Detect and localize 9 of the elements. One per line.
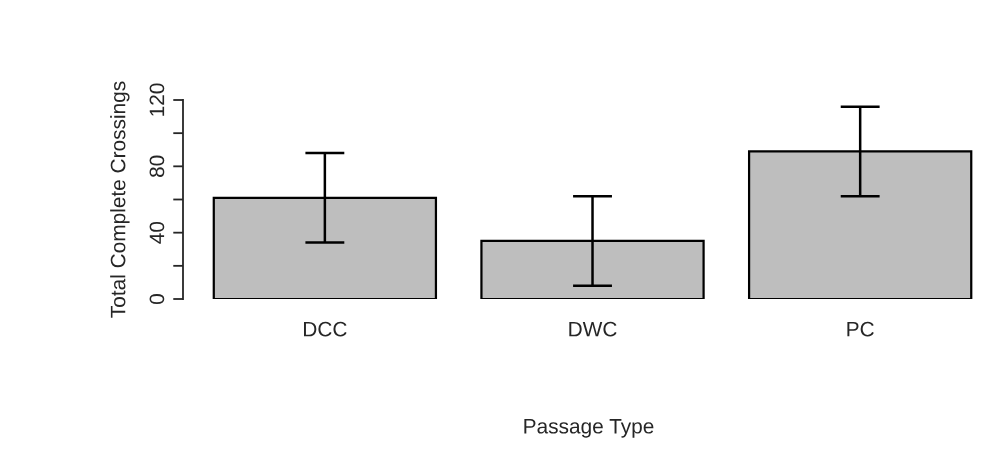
x-tick-label: DCC — [304, 321, 347, 337]
x-axis-title: Passage Type — [524, 419, 654, 438]
x-tick-label: DWC — [569, 321, 617, 337]
y-axis-title: Total Complete Crossings — [110, 81, 130, 318]
y-tick-label: 0 — [149, 294, 165, 304]
y-tick-label: 120 — [149, 83, 165, 116]
y-tick-label: 40 — [149, 221, 165, 244]
x-tick-label: PC — [847, 321, 874, 337]
y-tick-label: 80 — [149, 155, 165, 178]
